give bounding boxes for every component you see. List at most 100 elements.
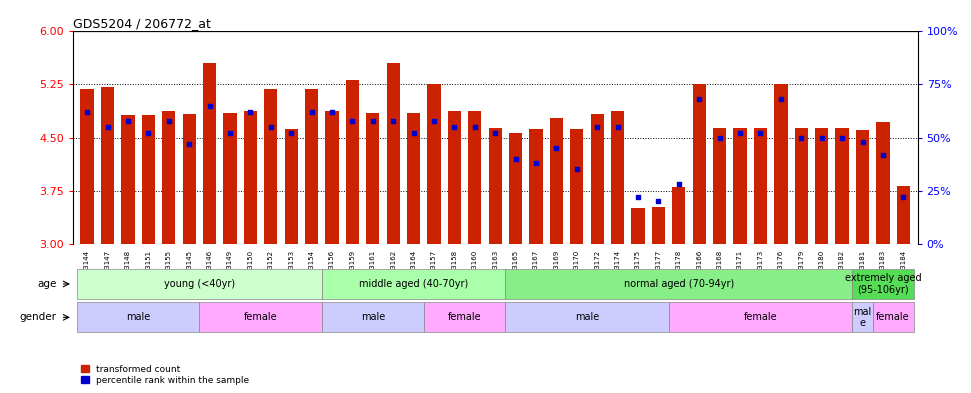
Bar — [873, 302, 914, 332]
Bar — [733, 129, 747, 244]
Point — [569, 166, 585, 173]
Bar — [853, 302, 873, 332]
Point — [854, 139, 870, 145]
Bar — [468, 111, 482, 244]
Point — [875, 151, 890, 158]
Text: GDS5204 / 206772_at: GDS5204 / 206772_at — [73, 17, 211, 30]
Point — [141, 130, 156, 136]
Text: male: male — [360, 312, 385, 322]
Bar — [121, 115, 135, 244]
Bar — [876, 122, 889, 244]
Bar — [774, 84, 787, 244]
Point — [651, 198, 666, 204]
Point — [834, 134, 850, 141]
Bar — [488, 129, 502, 244]
Bar — [386, 63, 400, 244]
Bar — [264, 90, 278, 244]
Bar — [896, 185, 910, 244]
Bar — [321, 302, 423, 332]
Bar — [366, 114, 380, 244]
Point — [284, 130, 299, 136]
Bar — [506, 269, 853, 299]
Bar — [321, 269, 506, 299]
Point — [549, 145, 564, 151]
Bar — [423, 302, 506, 332]
Text: female: female — [448, 312, 482, 322]
Text: female: female — [876, 312, 910, 322]
Point — [304, 109, 319, 115]
Point — [691, 96, 707, 103]
Bar — [199, 302, 321, 332]
Bar — [590, 114, 604, 244]
Bar — [835, 129, 849, 244]
Point — [671, 181, 686, 187]
Text: female: female — [744, 312, 778, 322]
Bar — [203, 63, 217, 244]
Bar — [244, 111, 257, 244]
Text: age: age — [37, 279, 56, 289]
Bar — [427, 84, 441, 244]
Bar — [815, 129, 828, 244]
Point — [345, 118, 360, 124]
Bar — [346, 79, 359, 244]
Text: male: male — [575, 312, 599, 322]
Point — [753, 130, 768, 136]
Point — [773, 96, 788, 103]
Point — [528, 160, 544, 166]
Bar — [652, 207, 665, 244]
Text: young (<40yr): young (<40yr) — [164, 279, 235, 289]
Point — [610, 124, 625, 130]
Bar — [853, 269, 914, 299]
Legend: transformed count, percentile rank within the sample: transformed count, percentile rank withi… — [78, 361, 253, 389]
Text: middle aged (40-70yr): middle aged (40-70yr) — [359, 279, 468, 289]
Point — [589, 124, 605, 130]
Bar — [611, 111, 624, 244]
Bar — [223, 114, 237, 244]
Bar — [713, 129, 726, 244]
Bar — [550, 118, 563, 244]
Point — [80, 109, 95, 115]
Point — [161, 118, 177, 124]
Point — [895, 194, 911, 200]
Point — [508, 156, 523, 162]
Point — [630, 194, 646, 200]
Bar — [77, 269, 321, 299]
Point — [263, 124, 279, 130]
Bar — [162, 111, 176, 244]
Bar — [631, 208, 645, 244]
Bar — [855, 130, 869, 244]
Text: male: male — [126, 312, 151, 322]
Bar — [305, 90, 318, 244]
Text: female: female — [244, 312, 278, 322]
Bar — [101, 86, 115, 244]
Bar — [183, 114, 196, 244]
Bar — [570, 129, 584, 244]
Bar — [672, 187, 686, 244]
Bar — [509, 132, 522, 244]
Text: normal aged (70-94yr): normal aged (70-94yr) — [623, 279, 734, 289]
Bar — [325, 111, 339, 244]
Bar — [142, 115, 155, 244]
Point — [406, 130, 421, 136]
Point — [793, 134, 809, 141]
Point — [243, 109, 258, 115]
Point — [814, 134, 829, 141]
Bar — [669, 302, 853, 332]
Point — [732, 130, 748, 136]
Text: mal
e: mal e — [854, 307, 872, 328]
Text: extremely aged
(95-106yr): extremely aged (95-106yr) — [845, 273, 921, 295]
Bar — [506, 302, 669, 332]
Point — [426, 118, 442, 124]
Bar — [285, 129, 298, 244]
Point — [467, 124, 483, 130]
Point — [120, 118, 136, 124]
Bar — [77, 302, 199, 332]
Bar — [794, 129, 808, 244]
Bar — [81, 90, 94, 244]
Point — [222, 130, 238, 136]
Point — [712, 134, 727, 141]
Bar — [448, 111, 461, 244]
Bar — [529, 129, 543, 244]
Text: gender: gender — [19, 312, 56, 322]
Bar — [753, 129, 767, 244]
